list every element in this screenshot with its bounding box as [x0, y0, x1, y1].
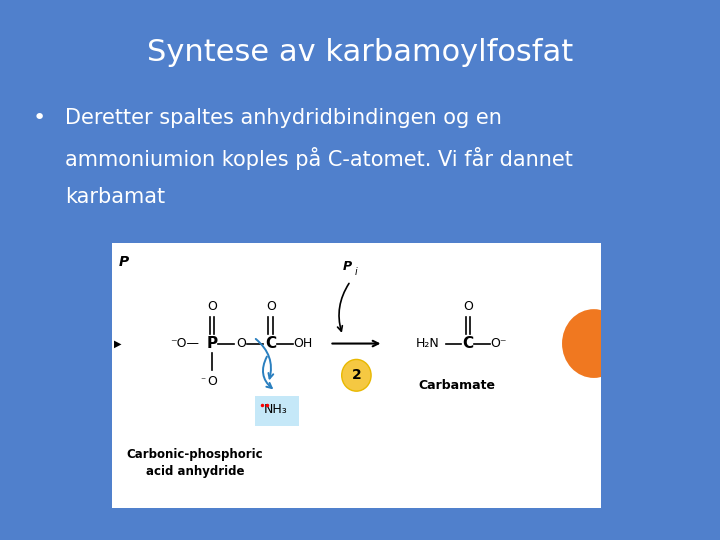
FancyArrowPatch shape [256, 339, 274, 379]
Circle shape [342, 360, 371, 391]
Text: O: O [207, 300, 217, 313]
Text: P: P [207, 336, 217, 351]
Text: i: i [355, 267, 358, 277]
Text: O⁻: O⁻ [490, 337, 507, 350]
Text: Carbamate: Carbamate [418, 380, 495, 393]
Text: P: P [343, 260, 352, 273]
Text: ▶: ▶ [114, 339, 122, 348]
Text: karbamat: karbamat [65, 187, 165, 207]
Text: O: O [236, 337, 246, 350]
Text: •: • [32, 108, 45, 128]
Text: C: C [462, 336, 474, 351]
FancyArrowPatch shape [263, 356, 271, 388]
Text: O: O [266, 300, 276, 313]
Text: Deretter spaltes anhydridbindingen og en: Deretter spaltes anhydridbindingen og en [65, 108, 502, 128]
Text: 2: 2 [351, 368, 361, 382]
Text: H₂N: H₂N [415, 337, 439, 350]
Bar [112, 243, 601, 508]
FancyArrowPatch shape [338, 284, 349, 331]
Text: P: P [119, 254, 129, 268]
Text: ammoniumion koples på C-atomet. Vi får dannet: ammoniumion koples på C-atomet. Vi får d… [65, 147, 572, 171]
Text: NH₃: NH₃ [264, 403, 287, 416]
Text: C: C [265, 336, 276, 351]
Text: OH: OH [293, 337, 312, 350]
Text: ⁻: ⁻ [201, 377, 206, 387]
Text: O: O [463, 300, 473, 313]
Circle shape [562, 309, 626, 378]
Text: ⁻O—: ⁻O— [171, 337, 199, 350]
Text: O: O [207, 375, 217, 388]
Text: Carbonic-phosphoric
acid anhydride: Carbonic-phosphoric acid anhydride [127, 448, 263, 477]
FancyBboxPatch shape [255, 396, 299, 426]
Text: Syntese av karbamoylfosfat: Syntese av karbamoylfosfat [147, 38, 573, 67]
